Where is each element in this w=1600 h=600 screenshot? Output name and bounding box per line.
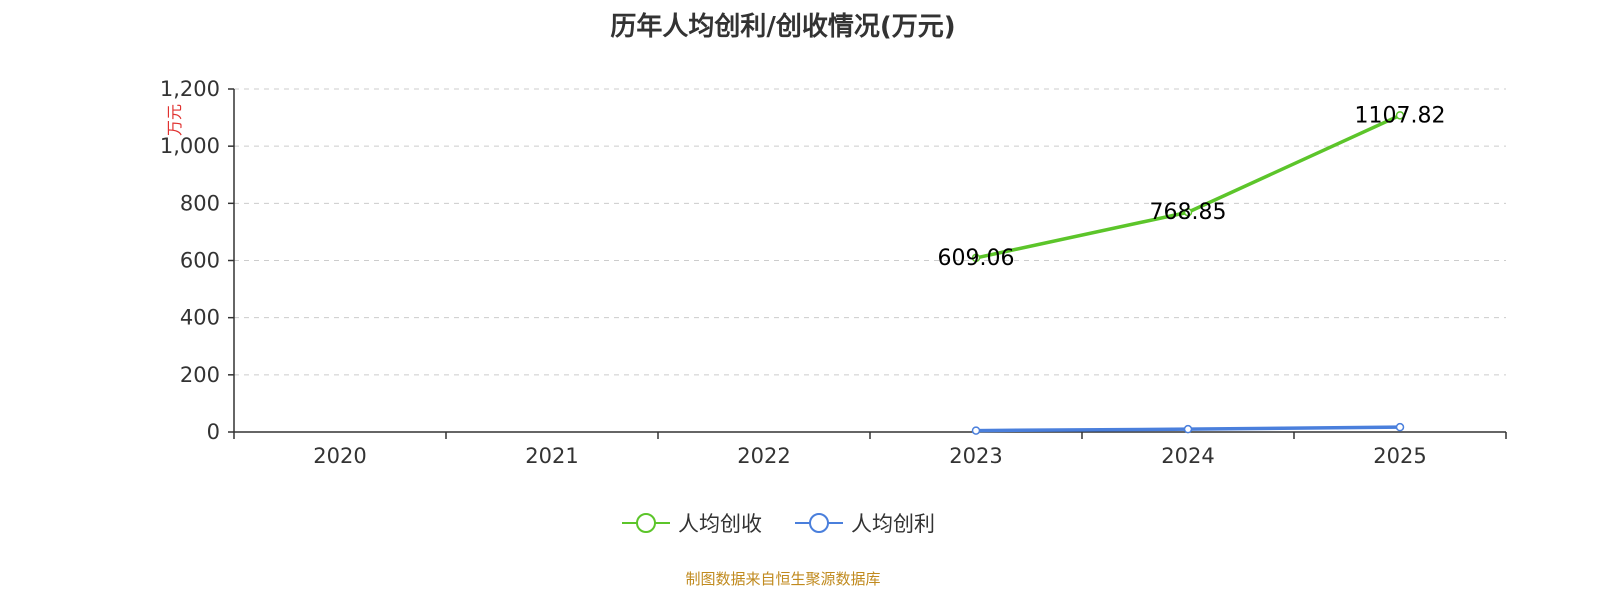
legend-label-profit: 人均创利 <box>851 512 935 536</box>
legend-line-circle-icon <box>622 513 670 533</box>
y-tick-label: 1,200 <box>160 77 220 101</box>
data-label: 1107.82 <box>1355 103 1446 128</box>
axes: 0 200 400 600 800 1,000 1,200 万元 2020 2021 2022 202… <box>160 77 1507 468</box>
x-tick-label: 2022 <box>737 444 790 468</box>
x-tick-label: 2023 <box>949 444 1002 468</box>
y-tick-label: 0 <box>207 420 220 444</box>
y-tick-label: 200 <box>180 363 220 387</box>
x-tick-label: 2024 <box>1161 444 1214 468</box>
x-tick-label: 2025 <box>1373 444 1426 468</box>
grid-lines <box>234 88 1506 376</box>
y-tick-label: 400 <box>180 306 220 330</box>
x-tick-label: 2021 <box>525 444 578 468</box>
series <box>971 111 1405 435</box>
data-label: 768.85 <box>1150 200 1227 225</box>
data-point <box>1395 111 1405 120</box>
data-label: 609.06 <box>938 246 1015 271</box>
data-point <box>1183 207 1193 217</box>
y-tick-label: 800 <box>180 191 220 215</box>
data-point <box>1183 424 1193 434</box>
data-point <box>971 426 981 435</box>
data-point <box>971 253 981 263</box>
x-tick-label: 2020 <box>313 444 366 468</box>
legend-label-revenue: 人均创收 <box>678 512 762 536</box>
data-point <box>1395 422 1405 432</box>
source-note: 制图数据来自恒生聚源数据库 <box>685 570 881 588</box>
data-labels: 609.06 768.85 1107.82 <box>938 103 1446 271</box>
y-unit-label: 万元 <box>165 104 184 136</box>
legend-line-circle-icon <box>795 513 843 533</box>
y-tick-label: 600 <box>180 249 220 273</box>
line-chart: 0 200 400 600 800 1,000 1,200 万元 2020 2021 2022 202… <box>160 77 1507 468</box>
series-line-0 <box>975 113 1401 260</box>
legend-item-profit[interactable]: 人均创利 <box>795 508 935 538</box>
y-tick-label: 1,000 <box>160 134 220 158</box>
legend-item-revenue[interactable]: 人均创收 <box>622 508 762 538</box>
chart-title: 历年人均创利/创收情况(万元) <box>610 12 956 42</box>
